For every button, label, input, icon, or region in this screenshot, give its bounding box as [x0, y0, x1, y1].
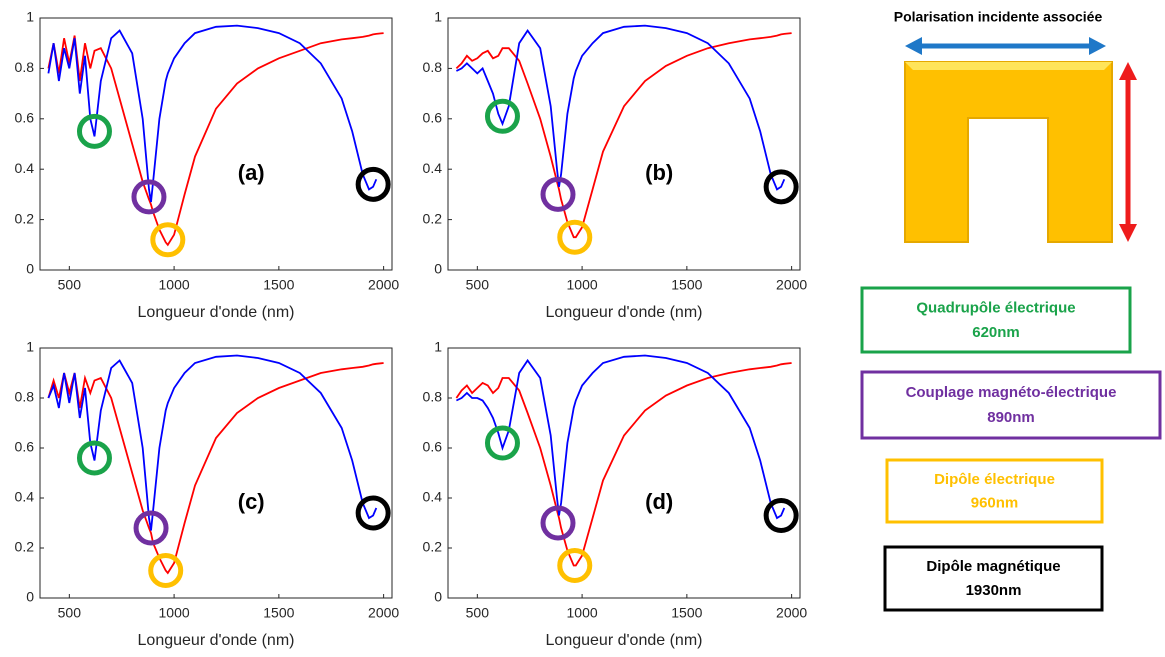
mode-marker	[133, 510, 169, 546]
mode-marker	[148, 553, 184, 588]
y-tick-label: 0.8	[15, 389, 35, 405]
x-tick-label: 500	[58, 605, 82, 621]
mode-marker	[355, 495, 391, 531]
mode-marker	[484, 98, 520, 134]
y-tick-label: 0	[434, 589, 442, 605]
mode-box	[883, 545, 1104, 612]
mode-name: Dipôle électrique	[934, 471, 1055, 488]
y-tick-label: 0.8	[15, 59, 35, 75]
polarisation-diagram	[904, 37, 1137, 243]
panel-label: (c)	[238, 489, 265, 514]
arrow-head	[1089, 37, 1106, 55]
plot-frame	[39, 347, 393, 599]
mode-marker	[76, 113, 112, 149]
x-tick-label: 2000	[776, 605, 807, 621]
y-tick-label: 0	[26, 261, 34, 277]
x-tick-label: 1000	[159, 277, 190, 293]
mode-box	[860, 286, 1132, 354]
y-tick-label: 1	[26, 339, 34, 355]
mode-wavelength: 1930nm	[966, 582, 1022, 599]
mode-box	[885, 458, 1104, 524]
y-tick-label: 0.2	[15, 539, 35, 555]
x-axis-label: Longueur d'onde (nm)	[546, 304, 703, 321]
mode-wavelength: 620nm	[972, 324, 1020, 341]
mode-marker	[540, 176, 576, 212]
mode-marker	[540, 505, 576, 541]
line-series	[47, 354, 378, 531]
x-axis-label: Longueur d'onde (nm)	[546, 632, 703, 649]
y-tick-label: 0	[434, 261, 442, 277]
x-axis-label: Longueur d'onde (nm)	[138, 632, 295, 649]
mode-marker	[76, 440, 112, 476]
x-tick-label: 1000	[159, 605, 190, 621]
x-tick-label: 1500	[671, 277, 702, 293]
y-tick-label: 0.2	[423, 539, 443, 555]
arrow-head	[1119, 62, 1137, 80]
y-tick-label: 0.4	[423, 489, 443, 505]
mode-marker	[557, 548, 593, 583]
mode-marker	[131, 179, 167, 215]
x-tick-label: 1000	[567, 277, 598, 293]
y-tick-label: 1	[434, 339, 442, 355]
y-tick-label: 0	[26, 589, 34, 605]
line-series	[456, 354, 786, 520]
plot-frame	[447, 17, 801, 271]
mode-name: Dipôle magnétique	[926, 558, 1060, 575]
mode-wavelength: 890nm	[987, 409, 1035, 426]
mode-box	[860, 370, 1162, 440]
mode-marker	[557, 219, 593, 255]
mode-marker	[150, 222, 186, 258]
mode-marker	[484, 425, 520, 461]
panel-label: (d)	[645, 489, 673, 514]
mode-name: Quadrupôle électrique	[916, 299, 1075, 316]
x-tick-label: 1500	[263, 605, 294, 621]
x-tick-label: 1500	[671, 605, 702, 621]
x-axis-label: Longueur d'onde (nm)	[138, 304, 295, 321]
x-tick-label: 2000	[368, 277, 399, 293]
x-tick-label: 500	[58, 277, 82, 293]
x-tick-label: 1500	[263, 277, 294, 293]
plot-frame	[447, 347, 801, 599]
y-tick-label: 0.2	[423, 210, 443, 226]
y-tick-label: 0.4	[15, 160, 35, 176]
y-tick-label: 0.6	[15, 110, 35, 126]
panel-label: (b)	[645, 160, 673, 185]
mode-name: Couplage magnéto-électrique	[906, 384, 1117, 401]
y-tick-label: 0.6	[15, 439, 35, 455]
line-series	[456, 24, 786, 191]
mode-marker	[763, 498, 799, 533]
y-tick-label: 0.2	[15, 210, 35, 226]
arrow-head	[905, 37, 922, 55]
mode-wavelength: 960nm	[971, 494, 1019, 511]
y-tick-label: 0.6	[423, 439, 443, 455]
x-tick-label: 500	[466, 277, 490, 293]
x-tick-label: 500	[466, 605, 490, 621]
x-tick-label: 2000	[368, 605, 399, 621]
y-tick-label: 0.6	[423, 110, 443, 126]
y-tick-label: 0.8	[423, 59, 443, 75]
arrow-head	[1119, 224, 1137, 242]
mode-marker	[355, 166, 391, 202]
y-tick-label: 0.4	[15, 489, 35, 505]
y-tick-label: 0.8	[423, 389, 443, 405]
panel-label: (a)	[238, 160, 265, 185]
legend-title: Polarisation incidente associée	[894, 9, 1103, 25]
u-shape-bevel	[905, 62, 1112, 70]
y-tick-label: 1	[434, 9, 442, 25]
y-tick-label: 1	[26, 9, 34, 25]
mode-marker	[763, 169, 799, 205]
x-tick-label: 2000	[776, 277, 807, 293]
x-tick-label: 1000	[567, 605, 598, 621]
u-shape	[904, 61, 1113, 243]
line-series	[47, 24, 378, 203]
y-tick-label: 0.4	[423, 160, 443, 176]
